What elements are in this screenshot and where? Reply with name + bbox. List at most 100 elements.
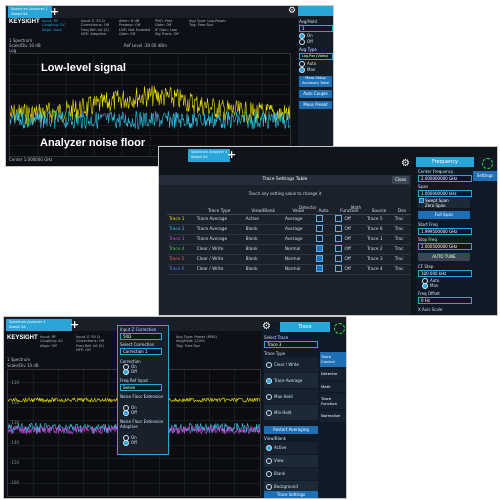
table-row[interactable]: Trace 6 Clear / Write Blank Normal Off Trace …	[167, 264, 411, 275]
avg-hold-on-radio[interactable]	[299, 33, 305, 39]
mode-setup-button[interactable]	[298, 6, 333, 16]
trace-type-cell[interactable]: Clear / Write	[194, 254, 244, 265]
cf-step-man[interactable]: Man	[422, 283, 438, 289]
table-row[interactable]: Trace 2 Trace Average Blank Average Off Trace…	[167, 224, 411, 235]
trace-submenu-tab[interactable]: Trace Control	[320, 352, 346, 367]
detector-value-cell[interactable]: Normal	[282, 254, 314, 265]
view-blank-radio[interactable]	[266, 484, 272, 490]
avg-type-auto[interactable]: Auto	[299, 61, 316, 67]
detector-auto-cell[interactable]	[313, 214, 334, 225]
auto-checkbox[interactable]	[315, 215, 323, 222]
add-tab-button-2[interactable]: +	[227, 148, 237, 161]
detector-auto-cell[interactable]	[313, 254, 334, 265]
avg-hold-off[interactable]: Off	[299, 39, 313, 45]
nf-extension-off[interactable]: Off	[123, 410, 137, 416]
trace-type-radio[interactable]	[266, 378, 272, 384]
restart-averaging-button[interactable]: Restart Averaging	[264, 426, 318, 434]
detector-value-cell[interactable]: Average	[282, 224, 314, 235]
math-dest-cell[interactable]: Trac	[392, 254, 411, 265]
trace-type-radio[interactable]	[266, 362, 272, 368]
trace-submenu-tab[interactable]: Normalize	[320, 411, 346, 422]
function-checkbox[interactable]	[335, 245, 343, 252]
tab-spectrum-analyzer-3[interactable]: Spectrum Analyzer 1 Swept SA	[6, 319, 72, 331]
view-blank-radio[interactable]	[266, 458, 272, 464]
auto-tune-button[interactable]: AUTO TUNE	[418, 253, 470, 261]
swept-zero-span-toggle[interactable]: Swept Span Zero Span	[418, 198, 470, 208]
math-function-cell[interactable]: Off	[333, 224, 366, 235]
math-source-cell[interactable]: Trace 2	[365, 244, 393, 255]
avg-hold-on[interactable]: On	[299, 33, 313, 39]
auto-checkbox[interactable]	[315, 265, 323, 272]
math-source-cell[interactable]: Trace 6	[365, 224, 393, 235]
trace-type-option[interactable]: Trace Average	[264, 373, 318, 389]
view-blank-cell[interactable]: Blank	[243, 234, 283, 245]
avg-type-man[interactable]: Man	[299, 67, 315, 73]
auto-couple-button[interactable]: Auto Couple	[299, 90, 332, 98]
nf-extension-off-radio[interactable]	[123, 410, 129, 416]
input-z-value[interactable]: 50Ω	[120, 333, 162, 340]
view-blank-cell[interactable]: Active	[243, 214, 283, 225]
avg-type-man-radio[interactable]	[299, 67, 305, 73]
avg-type-value[interactable]: Log-Pwr (Video)	[299, 53, 333, 60]
nf-adaptive-off-radio[interactable]	[123, 440, 129, 446]
table-row[interactable]: Trace 1 Trace Average Active Average Off Trac…	[167, 214, 411, 225]
table-row[interactable]: Trace 3 Trace Average Blank Average Off Trace…	[167, 234, 411, 245]
math-function-cell[interactable]: Off	[333, 264, 366, 275]
trace-type-cell[interactable]: Clear / Write	[194, 244, 244, 255]
trace-type-cell[interactable]: Trace Average	[194, 224, 244, 235]
frequency-menu-title[interactable]: Frequency	[416, 157, 474, 167]
math-function-cell[interactable]: Off	[333, 214, 366, 225]
trace-submenu-tab[interactable]: Trace Function	[320, 394, 346, 409]
math-dest-cell[interactable]: Trac	[392, 264, 411, 275]
math-dest-cell[interactable]: Trac	[392, 244, 411, 255]
view-blank-radio[interactable]	[266, 471, 272, 477]
detector-value-cell[interactable]: Normal	[282, 244, 314, 255]
detector-value-cell[interactable]: Average	[282, 234, 314, 245]
view-blank-cell[interactable]: Blank	[243, 244, 283, 255]
view-blank-cell[interactable]: Blank	[243, 254, 283, 265]
tab-spectrum-analyzer-2[interactable]: Spectrum Analyzer 1 Swept SA	[188, 149, 230, 162]
math-function-cell[interactable]: Off	[333, 234, 366, 245]
stop-freq-value[interactable]: 2.000500000 GHz	[418, 243, 472, 250]
trace-submenu-tab[interactable]: Detector	[320, 369, 346, 380]
swept-span-option[interactable]: Swept Span	[418, 198, 470, 203]
nf-adaptive-off[interactable]: Off	[123, 440, 137, 446]
correction-off[interactable]: Off	[123, 369, 137, 375]
gear-icon-3[interactable]: ⚙	[262, 321, 271, 332]
trace-type-cell[interactable]: Clear / Write	[194, 264, 244, 275]
settings-tab[interactable]: Settings	[473, 171, 497, 181]
trace-menu-title[interactable]: Trace	[280, 322, 330, 332]
math-function-cell[interactable]: Off	[333, 254, 366, 265]
trace-type-cell[interactable]: Trace Average	[194, 234, 244, 245]
freq-offset-value[interactable]: 0 Hz	[418, 297, 472, 304]
correction-off-radio[interactable]	[123, 369, 129, 375]
trace-submenu-tab[interactable]: Math	[320, 381, 346, 392]
span-value[interactable]: 1.000000000 kHz	[418, 190, 472, 197]
avg-hold-off-radio[interactable]	[299, 39, 305, 45]
table-row[interactable]: Trace 4 Clear / Write Blank Normal Off Trace …	[167, 244, 411, 255]
select-correction-value[interactable]: Correction 1	[120, 348, 162, 355]
detector-auto-cell[interactable]	[313, 244, 334, 255]
add-tab-button-3[interactable]: +	[70, 318, 80, 331]
start-freq-value[interactable]: 1.999500000 GHz	[418, 228, 472, 235]
add-tab-button[interactable]: +	[50, 5, 60, 18]
meas-setup-summary-button[interactable]: Meas Setup Summary Table	[299, 76, 332, 87]
cf-step-man-radio[interactable]	[422, 283, 428, 289]
center-freq-value[interactable]: 2.000000000 GHz	[418, 175, 472, 182]
trace-type-option[interactable]: Min Hold	[264, 405, 318, 421]
view-blank-radio[interactable]	[266, 445, 272, 451]
view-blank-cell[interactable]: Blank	[243, 224, 283, 235]
trace-type-option[interactable]: Clear / Write	[264, 357, 318, 373]
tab-spectrum-analyzer[interactable]: Spectrum Analyzer 1 Swept SA	[8, 6, 52, 18]
table-row[interactable]: Trace 5 Clear / Write Blank Normal Off Trace …	[167, 254, 411, 265]
view-blank-option[interactable]: View	[264, 455, 318, 468]
function-checkbox[interactable]	[335, 255, 343, 262]
math-dest-cell[interactable]: Trac	[392, 224, 411, 235]
zero-span-label[interactable]: Zero Span	[425, 203, 446, 208]
select-trace-value[interactable]: Trace 3	[264, 341, 318, 348]
swept-span-check[interactable]	[419, 198, 424, 203]
meas-preset-button[interactable]: Meas Preset	[299, 101, 332, 109]
trace-type-radio[interactable]	[266, 410, 272, 416]
math-source-cell[interactable]: Trace 3	[365, 254, 393, 265]
function-checkbox[interactable]	[335, 265, 343, 272]
